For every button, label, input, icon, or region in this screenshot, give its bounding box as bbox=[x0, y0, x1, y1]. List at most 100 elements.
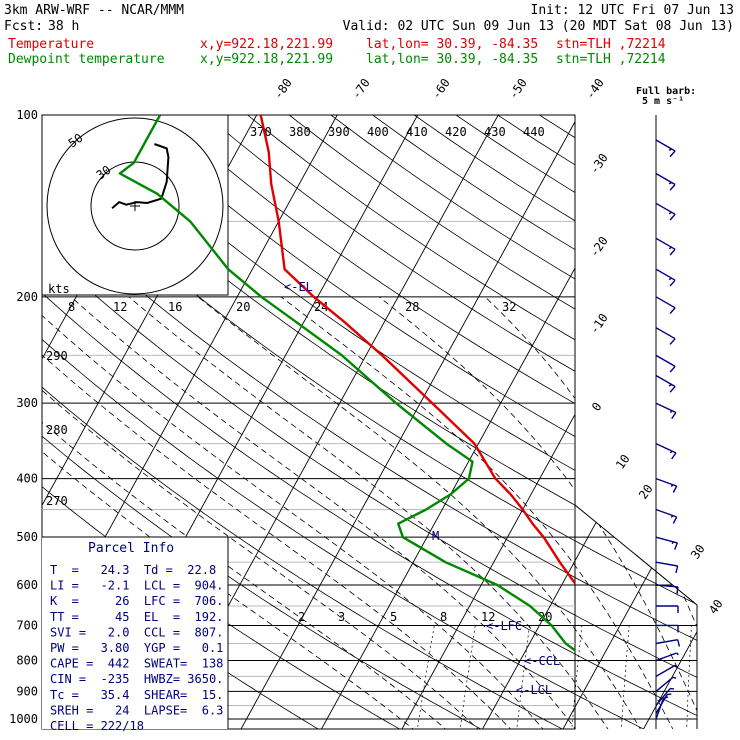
theta-e-label: 370 bbox=[250, 125, 272, 139]
mixing-ratio-line bbox=[516, 625, 530, 729]
header-row-temperature: Temperature x,y=922.18,221.99 lat,lon= 3… bbox=[8, 37, 666, 52]
barb-staff bbox=[655, 652, 677, 662]
barb-feather bbox=[669, 410, 673, 413]
wind-barb bbox=[655, 639, 681, 647]
barb-staff bbox=[655, 202, 676, 215]
dry-adiabat bbox=[205, 115, 740, 462]
theta-e-label: 410 bbox=[406, 125, 428, 139]
dry-adiabat bbox=[42, 386, 564, 729]
pressure-tick-label: 200 bbox=[16, 290, 38, 304]
barb-feather bbox=[675, 565, 679, 574]
hodograph-ring bbox=[46, 117, 224, 295]
dry-adiabat bbox=[163, 115, 740, 493]
mixing-ratio-line bbox=[686, 625, 692, 729]
barb-feather bbox=[668, 383, 672, 387]
series-clip bbox=[118, 115, 575, 652]
parcel-info-row: K = 26 LFC = 706. bbox=[50, 594, 223, 608]
barb-staff bbox=[655, 639, 678, 645]
wind-barb bbox=[655, 664, 678, 678]
barb-feather bbox=[671, 452, 677, 460]
barb-feather bbox=[670, 515, 674, 518]
wind-barb bbox=[655, 477, 678, 493]
wind-barb bbox=[656, 605, 679, 613]
barb-feather bbox=[669, 248, 676, 256]
wind-barb bbox=[655, 268, 676, 287]
barb-feather bbox=[669, 386, 676, 393]
barb-staff bbox=[655, 172, 676, 186]
moist-adiabat bbox=[378, 296, 706, 729]
hodograph-kts-label: kts bbox=[48, 282, 70, 296]
barb-feather bbox=[669, 338, 676, 345]
barb-feather bbox=[666, 693, 672, 696]
parcel-info-title: Parcel Info bbox=[88, 541, 174, 556]
theta-label: 270 bbox=[46, 494, 68, 508]
parcel-info-row: SREH = 24 LAPSE= 6.3 bbox=[50, 703, 223, 717]
barb-staff bbox=[655, 354, 676, 368]
parcel-info-box: Parcel Info T = 24.3 Td = 22.8 LI = -2.1 L… bbox=[42, 536, 229, 733]
mixing-ratio-line bbox=[459, 625, 476, 729]
wind-barb bbox=[655, 508, 678, 524]
wind-barb bbox=[655, 442, 677, 460]
wind-barb bbox=[656, 624, 679, 633]
barb-staff bbox=[655, 296, 676, 309]
theta-e-label: 430 bbox=[484, 125, 506, 139]
wind-barb bbox=[655, 676, 677, 692]
parcel-info-row: T = 24.3 Td = 22.8 bbox=[50, 563, 216, 577]
barb-feather bbox=[669, 150, 676, 158]
valid-time: Valid: 02 UTC Sun 09 Jun 13 (20 MDT Sat … bbox=[343, 19, 734, 34]
mixing-ratio-label: 8 bbox=[68, 300, 75, 314]
sounding-series bbox=[118, 115, 575, 652]
dry-adiabat bbox=[42, 338, 645, 729]
theta-e-label: 440 bbox=[523, 125, 545, 139]
parcel-info-row: SVI = 2.0 CCL = 807. bbox=[50, 625, 223, 639]
dry-adiabat bbox=[42, 159, 740, 626]
outer-mask bbox=[575, 115, 740, 729]
barb-feather bbox=[674, 664, 678, 668]
parcel-info-row: PW = 3.80 YGP = 0.1 bbox=[50, 641, 223, 655]
isotherm-label: -80 bbox=[271, 76, 295, 102]
mixing-ratio-label: 20 bbox=[236, 300, 250, 314]
parcel-info-row: TT = 45 EL = 192. bbox=[50, 610, 223, 624]
theta-e-label: 380 bbox=[289, 125, 311, 139]
isotherm-label: 30 bbox=[688, 542, 708, 562]
pressure-tick-label: 400 bbox=[16, 472, 38, 486]
barb-staff bbox=[655, 664, 676, 678]
wind-barb bbox=[655, 354, 676, 373]
wind-barb bbox=[655, 296, 676, 314]
series-line-temperature bbox=[259, 115, 575, 586]
moist-adiabat bbox=[42, 314, 544, 729]
isotherm-label: -60 bbox=[429, 76, 453, 102]
hodograph-ring-label: 30 bbox=[94, 163, 114, 183]
barb-staff bbox=[655, 561, 678, 567]
isotherm-label: -40 bbox=[583, 76, 607, 102]
barb-feather bbox=[669, 450, 673, 454]
barb-legend-line2: 5 m s⁻¹ bbox=[642, 96, 684, 107]
barb-feather bbox=[676, 586, 679, 594]
hodograph-ring-label: 50 bbox=[66, 131, 86, 151]
wind-barb bbox=[655, 237, 676, 256]
wind-barb bbox=[655, 687, 675, 706]
parcel-info-row: LI = -2.1 LCL = 904. bbox=[50, 579, 223, 593]
wind-barbs bbox=[655, 115, 681, 729]
theta-label: 280 bbox=[46, 423, 68, 437]
wind-barb bbox=[655, 652, 679, 662]
barb-feather bbox=[668, 181, 672, 185]
barb-staff bbox=[655, 508, 677, 518]
hodograph-trace bbox=[111, 143, 170, 209]
barb-staff bbox=[655, 584, 678, 588]
parcel-info-row: CAPE = 442 SWEAT= 138 bbox=[50, 657, 223, 671]
pressure-tick-label: 800 bbox=[16, 653, 38, 667]
barb-feather bbox=[674, 542, 678, 550]
barb-feather bbox=[669, 184, 676, 191]
barb-staff bbox=[655, 139, 676, 152]
wind-barb bbox=[655, 561, 679, 574]
fcst-label: Fcst: bbox=[4, 19, 43, 34]
isotherm-label: 10 bbox=[613, 452, 633, 472]
wind-barb bbox=[655, 327, 676, 345]
barb-staff bbox=[655, 536, 678, 544]
barb-staff bbox=[655, 402, 677, 414]
moist-adiabat bbox=[280, 296, 674, 729]
annotation-ccl: <-CCL bbox=[524, 654, 560, 668]
barb-feather bbox=[676, 652, 679, 656]
